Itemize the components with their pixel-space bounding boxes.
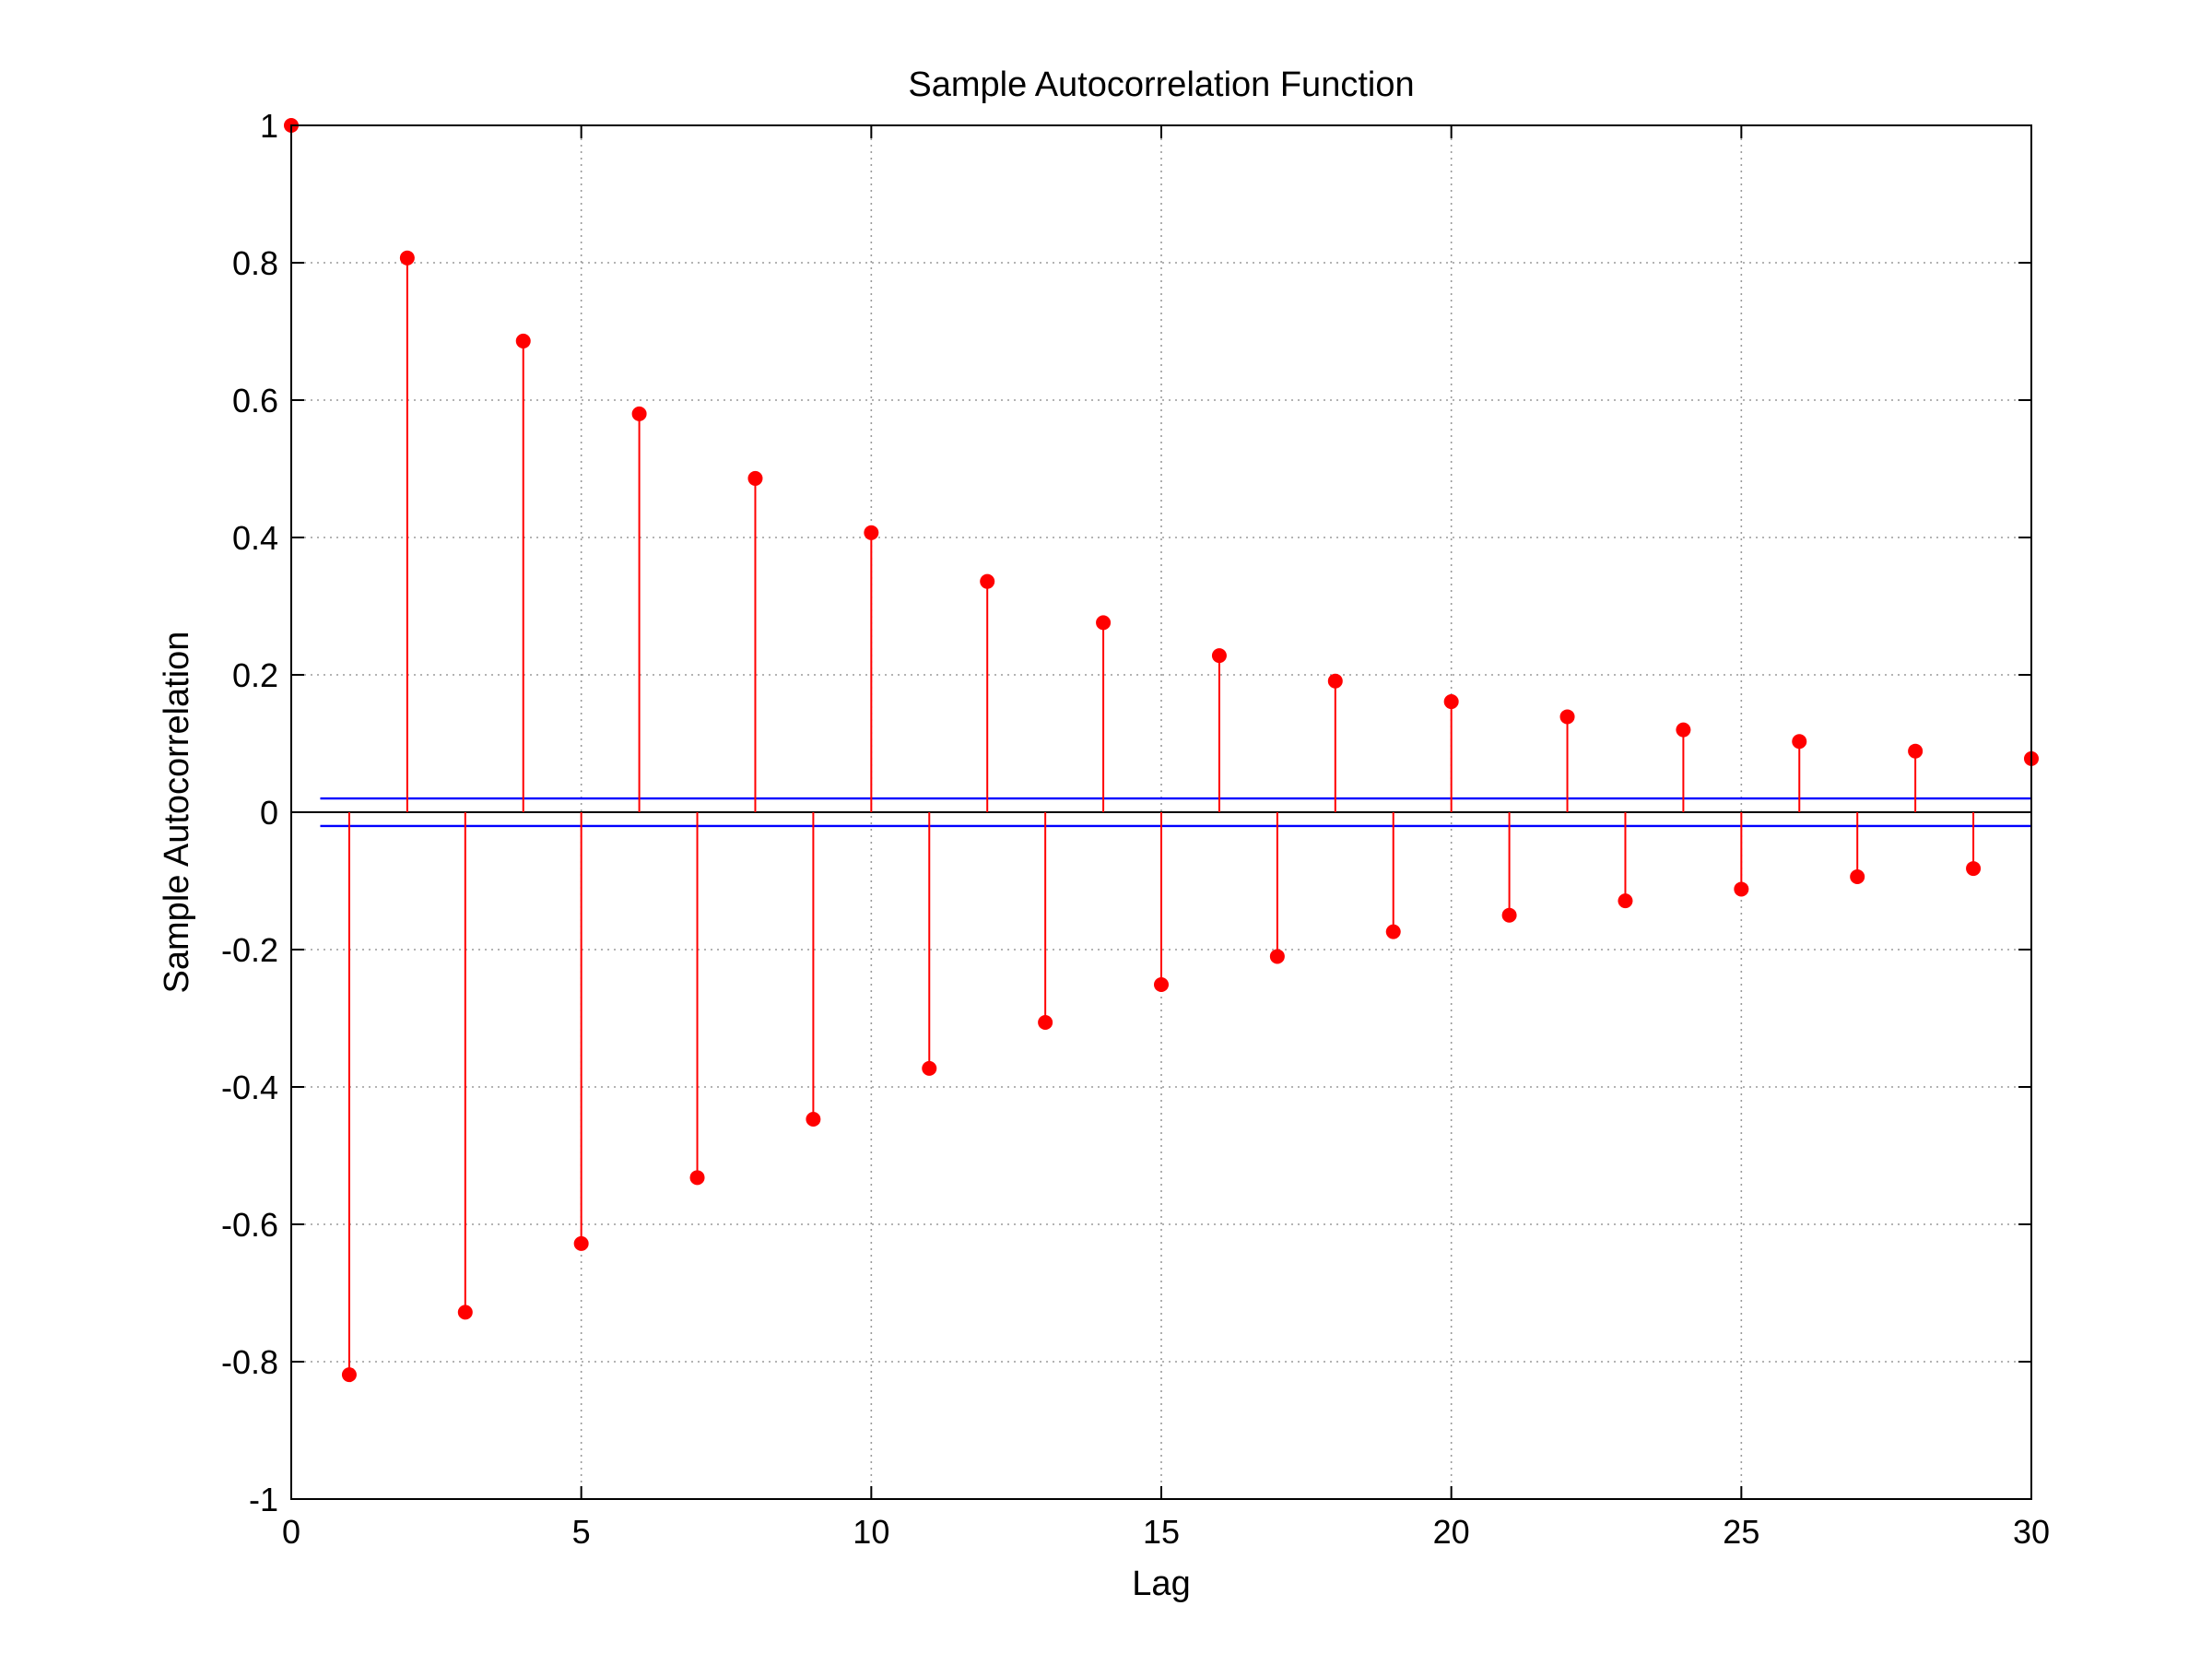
y-tick-label: -0.2 bbox=[221, 931, 278, 969]
stem-marker bbox=[1327, 673, 1343, 689]
chart-title: Sample Autocorrelation Function bbox=[908, 65, 1414, 104]
stem-marker bbox=[515, 333, 531, 348]
y-tick-label: 0 bbox=[260, 794, 278, 832]
y-tick-label: 0.4 bbox=[232, 519, 278, 557]
y-tick-label: -0.8 bbox=[221, 1343, 278, 1381]
stem-marker bbox=[457, 1305, 473, 1320]
stem-marker bbox=[573, 1235, 589, 1251]
x-tick-label: 10 bbox=[853, 1513, 889, 1551]
tick-labels: 0 5 10 15 20 25 30 -1 -0.8 -0.6 -0.4 -0.2 0 0.2 0.4 0.6… bbox=[221, 107, 2050, 1551]
stem-marker bbox=[747, 470, 763, 486]
stem-marker bbox=[1096, 615, 1112, 631]
stem-marker bbox=[1211, 648, 1227, 664]
stem-marker bbox=[922, 1060, 937, 1076]
y-tick-label: -1 bbox=[249, 1481, 278, 1518]
stem-marker bbox=[1269, 949, 1285, 964]
y-axis-label: Sample Autocorrelation bbox=[158, 632, 196, 994]
stem-marker bbox=[980, 573, 995, 589]
x-tick-label: 20 bbox=[1433, 1513, 1470, 1551]
y-tick-label: 0.6 bbox=[232, 382, 278, 419]
stem-marker bbox=[1850, 869, 1865, 885]
stem-marker bbox=[341, 1367, 357, 1383]
y-tick-label: 0.2 bbox=[232, 656, 278, 694]
y-tick-label: -0.4 bbox=[221, 1069, 278, 1106]
stem-marker bbox=[399, 250, 415, 266]
stem-marker bbox=[1618, 893, 1633, 909]
stem-marker bbox=[1501, 907, 1517, 923]
stem-marker bbox=[1385, 924, 1401, 939]
stem-marker bbox=[1734, 881, 1749, 897]
x-tick-label: 5 bbox=[572, 1513, 591, 1551]
x-tick-label: 15 bbox=[1143, 1513, 1180, 1551]
stem-marker bbox=[689, 1170, 705, 1186]
x-tick-label: 0 bbox=[282, 1513, 300, 1551]
ticks bbox=[290, 124, 2032, 1500]
stem-marker bbox=[1908, 743, 1924, 759]
stem-marker bbox=[1792, 734, 1807, 750]
stem-marker bbox=[1559, 709, 1575, 725]
stem-marker bbox=[631, 406, 647, 421]
stem-marker bbox=[864, 525, 879, 540]
stem-marker bbox=[1154, 976, 1169, 992]
x-axis-label: Lag bbox=[1132, 1565, 1190, 1603]
x-tick-label: 25 bbox=[1723, 1513, 1759, 1551]
x-tick-label: 30 bbox=[2013, 1513, 2050, 1551]
stem-marker bbox=[806, 1112, 821, 1128]
stem-marker bbox=[1038, 1014, 1053, 1030]
y-tick-label: -0.6 bbox=[221, 1206, 278, 1244]
stem-marker bbox=[1676, 722, 1691, 738]
stem-marker bbox=[1966, 861, 1982, 877]
stem-series bbox=[284, 118, 2039, 1383]
y-tick-label: 1 bbox=[260, 107, 278, 145]
stem-marker bbox=[1443, 694, 1459, 710]
y-tick-label: 0.8 bbox=[232, 244, 278, 282]
